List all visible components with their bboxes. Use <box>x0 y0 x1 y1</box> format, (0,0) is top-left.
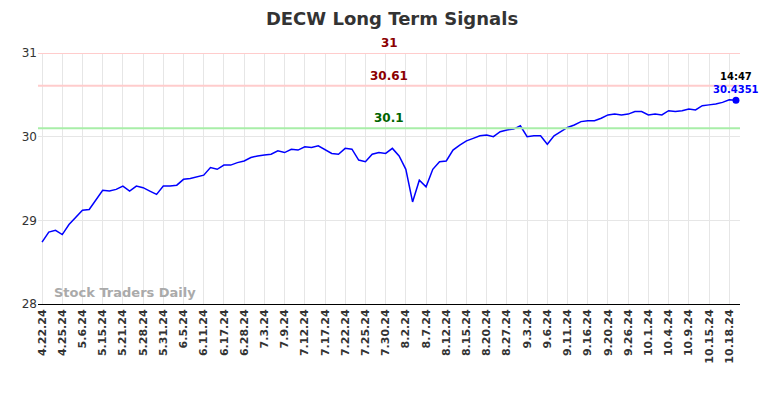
svg-text:5.28.24: 5.28.24 <box>137 309 150 356</box>
svg-text:6.5.24: 6.5.24 <box>177 309 190 348</box>
svg-text:4.22.24: 4.22.24 <box>36 309 49 356</box>
svg-text:31: 31 <box>381 36 398 50</box>
svg-text:6.11.24: 6.11.24 <box>197 309 210 356</box>
svg-text:30: 30 <box>22 130 37 144</box>
svg-text:7.25.24: 7.25.24 <box>359 309 372 356</box>
svg-text:9.3.24: 9.3.24 <box>521 309 534 348</box>
svg-text:6.28.24: 6.28.24 <box>238 309 251 356</box>
svg-text:14:47: 14:47 <box>720 71 752 82</box>
svg-text:5.15.24: 5.15.24 <box>96 309 109 356</box>
svg-text:8.2.24: 8.2.24 <box>399 309 412 348</box>
svg-text:7.17.24: 7.17.24 <box>319 309 332 356</box>
svg-text:5.6.24: 5.6.24 <box>76 309 89 348</box>
svg-text:10.9.24: 10.9.24 <box>682 309 695 356</box>
svg-text:9.11.24: 9.11.24 <box>561 309 574 356</box>
svg-text:9.26.24: 9.26.24 <box>622 309 635 356</box>
svg-text:29: 29 <box>22 214 37 228</box>
svg-text:9.20.24: 9.20.24 <box>602 309 615 356</box>
svg-text:7.9.24: 7.9.24 <box>278 309 291 348</box>
svg-text:28: 28 <box>22 297 37 311</box>
svg-text:9.16.24: 9.16.24 <box>581 309 594 356</box>
svg-text:7.22.24: 7.22.24 <box>339 309 352 356</box>
svg-text:30.4351: 30.4351 <box>713 84 759 95</box>
svg-text:5.21.24: 5.21.24 <box>116 309 129 356</box>
svg-text:10.4.24: 10.4.24 <box>662 309 675 356</box>
svg-text:30.61: 30.61 <box>370 69 408 83</box>
svg-text:30.1: 30.1 <box>374 111 404 125</box>
svg-text:4.25.24: 4.25.24 <box>56 309 69 356</box>
svg-text:8.20.24: 8.20.24 <box>480 309 493 356</box>
svg-text:10.15.24: 10.15.24 <box>703 309 716 364</box>
svg-text:7.3.24: 7.3.24 <box>258 309 271 348</box>
svg-text:Stock Traders Daily: Stock Traders Daily <box>54 285 196 300</box>
svg-text:10.1.24: 10.1.24 <box>642 309 655 356</box>
svg-text:8.12.24: 8.12.24 <box>440 309 453 356</box>
svg-text:9.6.24: 9.6.24 <box>541 309 554 348</box>
svg-text:8.7.24: 8.7.24 <box>420 309 433 348</box>
svg-text:31: 31 <box>22 46 37 60</box>
svg-text:8.27.24: 8.27.24 <box>500 309 513 356</box>
svg-text:5.31.24: 5.31.24 <box>157 309 170 356</box>
svg-text:10.18.24: 10.18.24 <box>723 309 736 364</box>
svg-text:DECW Long Term Signals: DECW Long Term Signals <box>266 8 518 29</box>
svg-text:7.12.24: 7.12.24 <box>298 309 311 356</box>
svg-text:6.17.24: 6.17.24 <box>218 309 231 356</box>
svg-text:8.15.24: 8.15.24 <box>460 309 473 356</box>
svg-text:7.30.24: 7.30.24 <box>379 309 392 356</box>
